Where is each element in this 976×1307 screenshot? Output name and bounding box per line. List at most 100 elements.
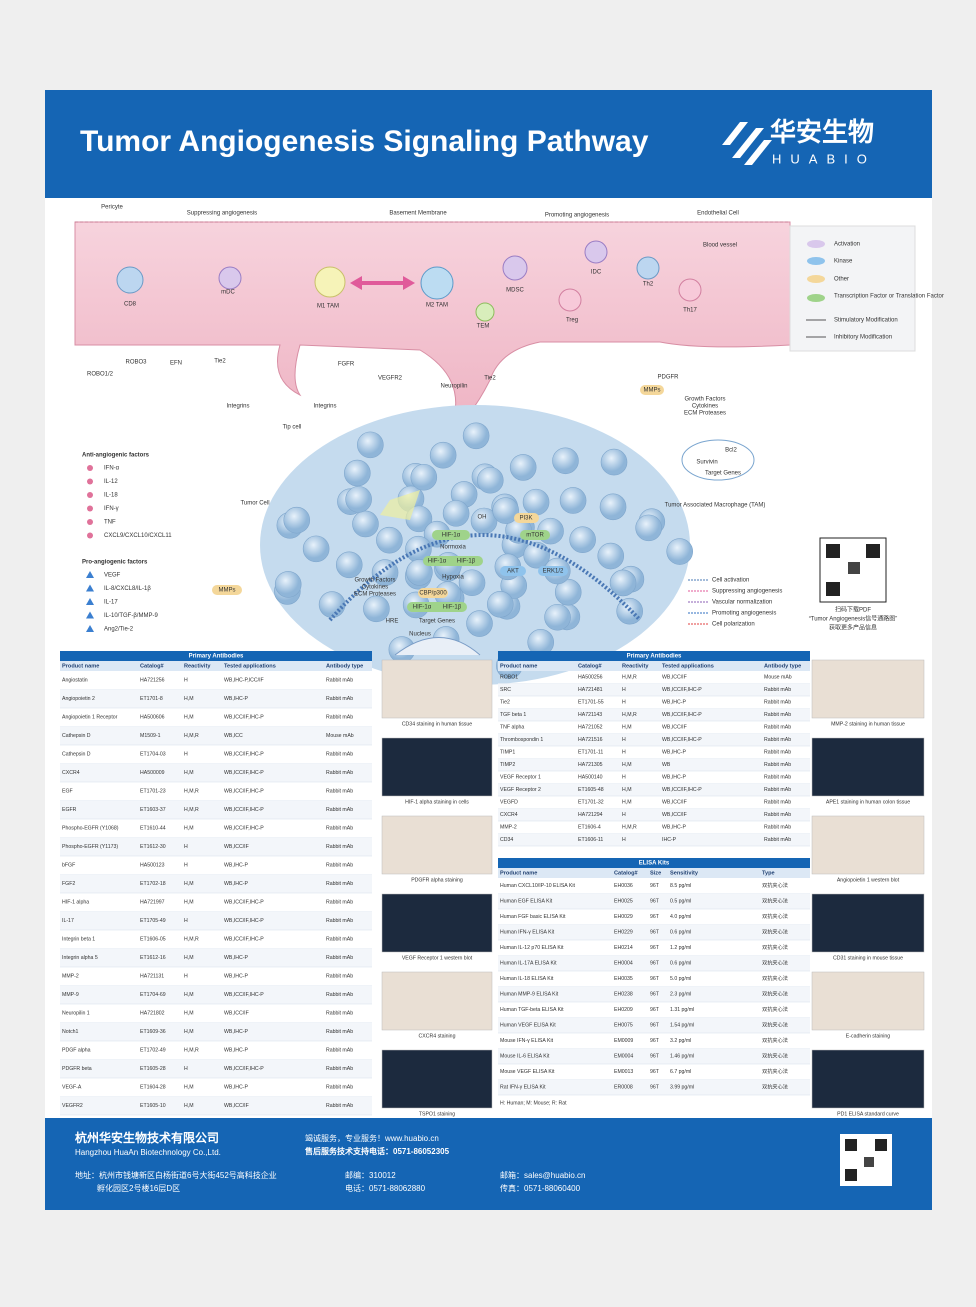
table-cell: 96T: [650, 1007, 660, 1013]
table-title-band: [60, 651, 372, 661]
diagram-label: Th17: [683, 308, 697, 314]
table-cell: WB,ICC/IF,IHC-P: [224, 992, 264, 998]
image-caption: CD31 staining in mouse tissue: [833, 955, 903, 961]
address: 地址：杭州市钱塘新区白杨街道6号大街452号高科技企业: [75, 1170, 277, 1180]
table-cell: H,M: [184, 715, 194, 721]
diagram-label: Target Genes: [705, 471, 741, 477]
table-cell: IL-17: [62, 918, 74, 924]
table-cell: ET1701-23: [140, 789, 166, 795]
table-cell: ET1705-49: [140, 918, 166, 924]
table-cell: Rabbit mAb: [764, 800, 791, 806]
table-cell: WB,IHC-P: [662, 775, 686, 781]
table-cell: HA500123: [140, 863, 165, 869]
tumor-cell: [509, 454, 537, 481]
table-cell: Phospho-EGFR (Y1068): [62, 826, 119, 832]
tumor-cell: [523, 541, 550, 569]
tumor-cell: [486, 590, 514, 618]
company-cn: 杭州华安生物技术有限公司: [75, 1130, 219, 1145]
table-cell: H,M: [184, 1085, 194, 1091]
image-caption: TSPO1 staining: [419, 1111, 455, 1117]
table-cell: H,M: [184, 1011, 194, 1017]
factor-label: VEGF: [104, 573, 121, 579]
column-header: Antibody type: [764, 663, 801, 669]
table-cell: VEGFD: [500, 800, 518, 806]
table-cell: Human IFN-γ ELISA Kit: [500, 930, 555, 936]
tumor-cell: [283, 506, 311, 534]
table-cell: Cathepsin D: [62, 733, 91, 739]
legend-label: Cell polarization: [712, 622, 755, 628]
diagram-label: Tip cell: [283, 425, 302, 431]
table-cell: Notch1: [62, 1029, 79, 1035]
tumor-cell: [344, 459, 371, 487]
table-cell: WB,IHC-P: [224, 1048, 248, 1054]
tumor-cell: [274, 571, 302, 598]
table-cell: Rabbit mAb: [326, 752, 353, 758]
table-cell: Rabbit mAb: [326, 974, 353, 980]
image-caption: MMP-2 staining in human tissue: [831, 721, 905, 727]
tumor-cell: [476, 466, 504, 494]
phone: 售后服务技术支持电话：0571-86052305: [304, 1146, 450, 1156]
tumor-cell: [352, 510, 379, 538]
diagram-label: ROBO3: [125, 360, 147, 366]
table-cell: 双抗夹心法: [762, 1021, 788, 1029]
table-cell: Human FGF basic ELISA Kit: [500, 914, 566, 920]
image-panel: [381, 1049, 493, 1109]
table-note: H: Human; M: Mouse; R: Rat: [500, 1100, 567, 1106]
tumor-cell: [376, 526, 403, 554]
row-band: [498, 924, 810, 940]
tumor-cell: [335, 551, 363, 579]
table-cell: WB,ICC/IF,IHC-P: [224, 1066, 264, 1072]
tumor-cell: [466, 610, 493, 637]
table-cell: PDGFR beta: [62, 1066, 92, 1072]
table-cell: EH0229: [614, 930, 633, 936]
table-cell: H,M,R: [622, 825, 637, 831]
table-cell: Mouse IFN-γ ELISA Kit: [500, 1038, 554, 1044]
table-title-band: [498, 858, 810, 868]
row-band: [498, 1017, 810, 1033]
factor-icon: [86, 571, 94, 578]
diagram-label: EFN: [170, 361, 182, 367]
row-band: [60, 726, 372, 745]
table-cell: WB,ICC/IF,IHC-P: [224, 900, 264, 906]
factor-label: IL-8/CXCL8/IL-1β: [104, 586, 151, 592]
table-cell: H: [622, 812, 626, 818]
table-cell: Human IL-12 p70 ELISA Kit: [500, 945, 564, 951]
table-cell: Rabbit mAb: [326, 807, 353, 813]
diagram-label: Survivin: [696, 460, 717, 466]
table-cell: Mouse IL-6 ELISA Kit: [500, 1054, 550, 1060]
table-cell: H,M,R: [184, 733, 199, 739]
diagram-label: MMPs: [219, 588, 236, 594]
table-cell: EH0025: [614, 899, 633, 905]
table-cell: ET1610-44: [140, 826, 166, 832]
column-header: Catalog#: [140, 663, 165, 669]
diagram-label: Tie2: [484, 376, 496, 382]
table-cell: Rabbit mAb: [326, 863, 353, 869]
legend-label: Kinase: [834, 259, 853, 265]
table-cell: 2.3 pg/ml: [670, 992, 691, 998]
table-cell: Thrombospondin 1: [500, 737, 543, 743]
table-cell: H: [622, 700, 626, 706]
row-band: [60, 911, 372, 930]
table-cell: Rabbit mAb: [326, 678, 353, 684]
image-caption: PDGFR alpha staining: [411, 877, 463, 883]
table-cell: H,M: [184, 696, 194, 702]
column-header: Size: [650, 870, 661, 876]
factor-label: IFN-γ: [104, 506, 119, 512]
table-cell: VEGF Receptor 2: [500, 787, 541, 793]
table-cell: HA721305: [578, 762, 603, 768]
tumor-mass: [260, 405, 694, 685]
table-cell: WB,IHC-P,ICC/IF: [224, 678, 264, 684]
diagram-label: HRE: [386, 619, 399, 625]
table-cell: SRC: [500, 687, 511, 693]
diagram-label: Growth Factors: [354, 578, 395, 584]
table-cell: Human EGF ELISA Kit: [500, 899, 553, 905]
table-cell: H,M: [622, 725, 632, 731]
table-cell: 96T: [650, 883, 660, 889]
tumor-cell: [600, 448, 628, 476]
tumor-cell: [544, 603, 571, 631]
table-cell: H: [184, 918, 188, 924]
table-cell: CD34: [500, 837, 513, 843]
table-cell: WB,IHC-P: [662, 750, 686, 756]
table-cell: VEGFR2: [62, 1103, 83, 1109]
